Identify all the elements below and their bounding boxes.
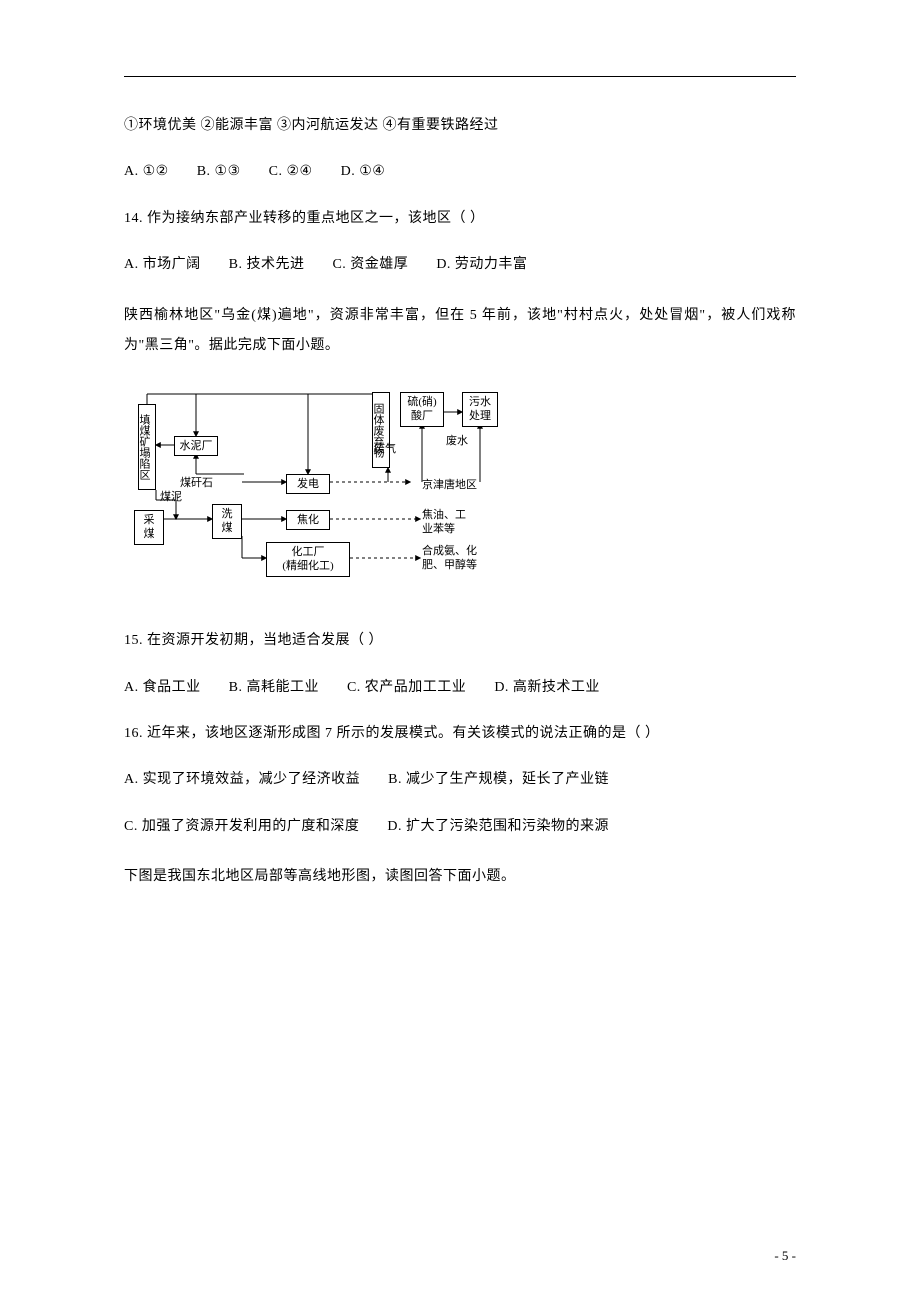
diagram-node-washing: 洗煤 bbox=[212, 504, 242, 539]
diagram-node-jjt_t: 京津唐地区 bbox=[422, 478, 477, 492]
diagram-node-sewage: 污水处理 bbox=[462, 392, 498, 427]
q13-opt-a: A. ①② bbox=[124, 161, 169, 183]
q15-opt-a: A. 食品工业 bbox=[124, 677, 201, 699]
q13-opt-d: D. ①④ bbox=[341, 161, 386, 183]
q16-opt-c: C. 加强了资源开发利用的广度和深度 bbox=[124, 816, 359, 838]
passage-2: 下图是我国东北地区局部等高线地形图，读图回答下面小题。 bbox=[124, 862, 796, 893]
q14-opt-c: C. 资金雄厚 bbox=[332, 254, 408, 276]
diagram-node-sulfur: 硫(硝)酸厂 bbox=[400, 392, 444, 427]
page-content: ①环境优美 ②能源丰富 ③内河航运发达 ④有重要铁路经过 A. ①② B. ①③… bbox=[0, 0, 920, 893]
page-number: - 5 - bbox=[774, 1248, 796, 1264]
diagram-node-power: 发电 bbox=[286, 474, 330, 494]
diagram-node-wastegas_t: 废气 bbox=[374, 442, 396, 456]
q14-opt-d: D. 劳动力丰富 bbox=[436, 254, 527, 276]
diagram-node-solidwaste: 固体废弃物 bbox=[372, 392, 390, 468]
diagram-node-subsidence: 填煤矿塌陷区 bbox=[138, 404, 156, 490]
q14-options: A. 市场广阔 B. 技术先进 C. 资金雄厚 D. 劳动力丰富 bbox=[124, 254, 796, 276]
q15-opt-d: D. 高新技术工业 bbox=[494, 677, 600, 699]
q14-opt-a: A. 市场广阔 bbox=[124, 254, 201, 276]
passage-1: 陕西榆林地区"乌金(煤)遍地"，资源非常丰富，但在 5 年前，该地"村村点火，处… bbox=[124, 301, 796, 363]
diagram-node-gangue_t: 煤矸石 bbox=[180, 476, 213, 490]
diagram-node-ammonia_t: 合成氨、化肥、甲醇等 bbox=[422, 544, 477, 573]
q15-opt-c: C. 农产品加工工业 bbox=[347, 677, 466, 699]
q13-opt-c: C. ②④ bbox=[269, 161, 313, 183]
q16-stem: 16. 近年来，该地区逐渐形成图 7 所示的发展模式。有关该模式的说法正确的是（… bbox=[124, 723, 796, 745]
q13-opt-b: B. ①③ bbox=[197, 161, 241, 183]
diagram-node-coking: 焦化 bbox=[286, 510, 330, 530]
diagram-node-coalmud_t: 煤泥 bbox=[160, 490, 182, 504]
q13-options: A. ①② B. ①③ C. ②④ D. ①④ bbox=[124, 161, 796, 183]
q15-stem: 15. 在资源开发初期，当地适合发展（ ） bbox=[124, 630, 796, 652]
q15-opt-b: B. 高耗能工业 bbox=[229, 677, 319, 699]
q14-opt-b: B. 技术先进 bbox=[229, 254, 305, 276]
q14-stem: 14. 作为接纳东部产业转移的重点地区之一，该地区（ ） bbox=[124, 208, 796, 230]
diagram-node-chem: 化工厂(精细化工) bbox=[266, 542, 350, 577]
q16-opt-a: A. 实现了环境效益，减少了经济收益 bbox=[124, 769, 360, 791]
diagram-node-mining: 采煤 bbox=[134, 510, 164, 545]
q15-options: A. 食品工业 B. 高耗能工业 C. 农产品加工工业 D. 高新技术工业 bbox=[124, 677, 796, 699]
q16-options-row1: A. 实现了环境效益，减少了经济收益 B. 减少了生产规模，延长了产业链 bbox=[124, 769, 796, 791]
top-separator bbox=[124, 76, 796, 77]
q16-opt-b: B. 减少了生产规模，延长了产业链 bbox=[388, 769, 609, 791]
q16-opt-d: D. 扩大了污染范围和污染物的来源 bbox=[387, 816, 609, 838]
q13-stem: ①环境优美 ②能源丰富 ③内河航运发达 ④有重要铁路经过 bbox=[124, 115, 796, 137]
coal-flowchart: 填煤矿塌陷区水泥厂煤矸石煤泥采煤 洗煤 发电焦化化工厂(精细化工) 固体废弃物硫(硝)… bbox=[134, 382, 524, 602]
diagram-node-wastewater_t: 废水 bbox=[446, 434, 468, 448]
diagram-node-tar_t: 焦油、工业苯等 bbox=[422, 508, 466, 537]
q16-options-row2: C. 加强了资源开发利用的广度和深度 D. 扩大了污染范围和污染物的来源 bbox=[124, 816, 796, 838]
diagram-node-cement: 水泥厂 bbox=[174, 436, 218, 456]
